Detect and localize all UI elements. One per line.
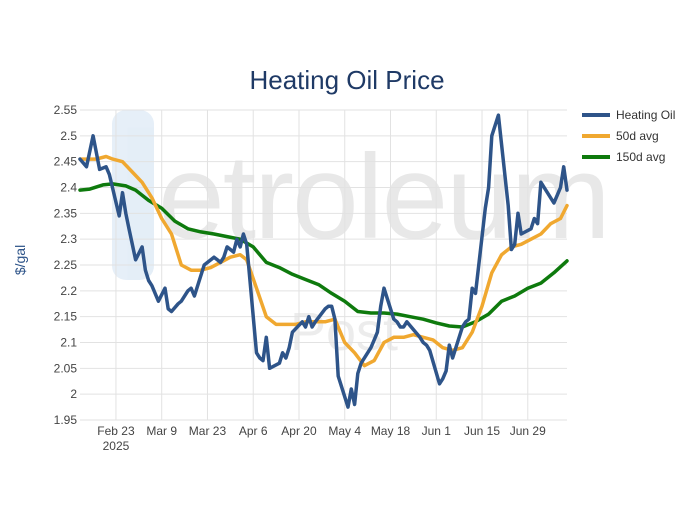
x-tick-label: Mar 9: [146, 424, 177, 438]
watermark-logo: etroleum Post: [112, 110, 611, 362]
legend-label: 150d avg: [616, 150, 665, 164]
x-tick-label: Jun 15: [464, 424, 500, 438]
legend-item[interactable]: 50d avg: [582, 129, 659, 143]
legend-label: 50d avg: [616, 129, 659, 143]
x-tick-year-label: 2025: [103, 439, 130, 453]
x-tick-label: Feb 23: [97, 424, 135, 438]
y-tick-label: 2: [70, 387, 77, 401]
svg-text:etroleum: etroleum: [158, 130, 609, 264]
x-tick-label: Mar 23: [189, 424, 227, 438]
x-tick-label: Jun 1: [422, 424, 452, 438]
y-tick-label: 1.95: [54, 413, 78, 427]
y-tick-label: 2.55: [54, 103, 78, 117]
y-tick-label: 2.4: [60, 181, 77, 195]
legend-label: Heating Oil: [616, 108, 675, 122]
y-tick-label: 2.15: [54, 310, 78, 324]
y-tick-label: 2.05: [54, 361, 78, 375]
x-tick-label: Apr 20: [281, 424, 317, 438]
legend-item[interactable]: 150d avg: [582, 150, 665, 164]
y-axis-label: $/gal: [12, 245, 28, 275]
y-tick-label: 2.1: [60, 336, 77, 350]
series-lines: [78, 113, 569, 409]
y-tick-label: 2.25: [54, 258, 78, 272]
y-axis-ticks: 1.95 2 2.05 2.1 2.15 2.2 2.25 2.3 2.35 2.4 2.45 2.5…: [54, 103, 78, 427]
x-tick-label: May 18: [371, 424, 411, 438]
chart-title: Heating Oil Price: [249, 65, 444, 95]
series-line-heating-oil: [78, 113, 569, 409]
x-tick-label: Apr 6: [239, 424, 268, 438]
y-tick-label: 2.2: [60, 284, 77, 298]
legend-item[interactable]: Heating Oil: [582, 108, 675, 122]
y-tick-label: 2.35: [54, 206, 78, 220]
y-tick-label: 2.5: [60, 129, 77, 143]
x-tick-label: Jun 29: [510, 424, 546, 438]
legend[interactable]: Heating Oil 50d avg 150d avg: [582, 108, 675, 164]
x-tick-label: May 4: [328, 424, 361, 438]
y-tick-label: 2.3: [60, 232, 77, 246]
y-tick-label: 2.45: [54, 155, 78, 169]
series-line-50d-avg: [78, 154, 569, 368]
